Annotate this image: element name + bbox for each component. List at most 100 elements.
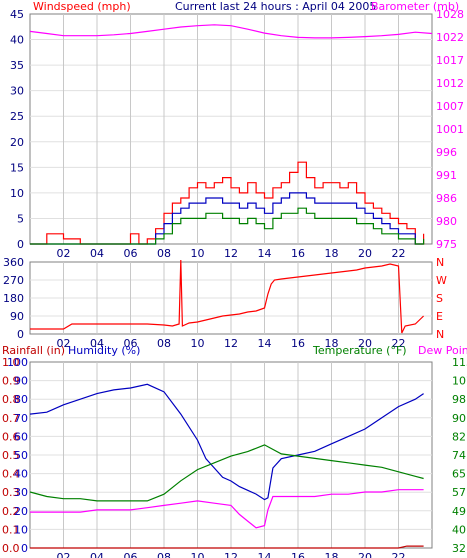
windspeed-line-0 (30, 161, 425, 245)
x-tick-label: 16 (291, 337, 305, 350)
humidity-tick-label: 50 (14, 449, 28, 462)
barometer-tick-label: 1001 (436, 123, 464, 136)
rainfall-tick-label: 1.0 (2, 356, 20, 369)
humidity-axis-label: Humidity (%) (68, 344, 140, 357)
x-tick-label: 04 (90, 337, 104, 350)
x-tick-label: 10 (191, 247, 205, 260)
x-tick-label: 14 (258, 337, 272, 350)
rainfall-tick-label: 0.5 (2, 449, 20, 462)
temperature-tick-label: 115 (452, 356, 467, 369)
barometer-tick-label: 975 (436, 238, 457, 251)
humidity-tick-label: 70 (14, 412, 28, 425)
x-tick-label: 20 (358, 247, 372, 260)
windspeed-tick-label: 0 (17, 238, 24, 251)
temperature-tick-label: 82 (452, 430, 466, 443)
compass-tick-label: S (436, 292, 443, 305)
x-tick-label: 06 (124, 337, 138, 350)
windspeed-tick-label: 25 (10, 110, 24, 123)
x-tick-label: 02 (57, 551, 71, 558)
windspeed-tick-label: 15 (10, 161, 24, 174)
wind-baro-plot: 02 04 06 08 10 12 14 16 18 20 22051015202530354045… (10, 8, 464, 260)
barometer-tick-label: 1017 (436, 54, 464, 67)
rainfall-tick-label: 0.2 (2, 505, 20, 518)
windspeed-tick-label: 30 (10, 85, 24, 98)
windspeed-tick-label: 10 (10, 187, 24, 200)
temperature-tick-label: 107 (452, 375, 467, 388)
rainfall-tick-label: 0.8 (2, 393, 20, 406)
x-tick-label: 22 (392, 247, 406, 260)
direction-tick-label: 180 (3, 292, 24, 305)
humidity-tick-label: 60 (14, 430, 28, 443)
temperature-tick-label: 32 (452, 542, 466, 555)
x-tick-label: 08 (157, 247, 171, 260)
windspeed-tick-label: 45 (10, 8, 24, 21)
windspeed-line-1 (30, 192, 424, 245)
x-tick-label: 20 (358, 551, 372, 558)
humidity-tick-label: 20 (14, 505, 28, 518)
rainfall-tick-label: 0.0 (2, 542, 20, 555)
direction-tick-label: 270 (3, 274, 24, 287)
x-tick-label: 12 (224, 247, 238, 260)
x-tick-label: 22 (392, 337, 406, 350)
x-tick-label: 18 (325, 551, 339, 558)
windspeed-axis-label: Windspeed (mph) (33, 0, 131, 13)
x-tick-label: 18 (325, 247, 339, 260)
windspeed-tick-label: 5 (17, 212, 24, 225)
compass-tick-label: N (436, 256, 444, 269)
temperature-tick-label: 90 (452, 412, 466, 425)
barometer-tick-label: 991 (436, 169, 457, 182)
barometer-tick-label: 986 (436, 192, 457, 205)
compass-tick-label: E (436, 310, 443, 323)
direction-tick-label: 360 (3, 256, 24, 269)
x-tick-label: 02 (57, 247, 71, 260)
rainfall-tick-label: 0.3 (2, 486, 20, 499)
barometer-axis-label: Barometer (mb) (371, 0, 459, 13)
temperature-tick-label: 98 (452, 393, 466, 406)
x-tick-label: 06 (124, 551, 138, 558)
x-tick-label: 04 (90, 247, 104, 260)
windspeed-tick-label: 35 (10, 59, 24, 72)
x-tick-label: 08 (157, 551, 171, 558)
x-tick-label: 04 (90, 551, 104, 558)
x-tick-label: 12 (224, 551, 238, 558)
windspeed-tick-label: 20 (10, 136, 24, 149)
temperature-axis-label: Temperature (°F) (312, 344, 407, 357)
direction-tick-label: 90 (10, 310, 24, 323)
rain-humidity-temp-plot: 02 04 06 08 10 12 14 16 18 20 22 0.0 0.1 0.2 0.3 0.4 0.5… (2, 356, 467, 558)
humidity-tick-label: 40 (14, 468, 28, 481)
temperature-tick-label: 57 (452, 486, 466, 499)
barometer-tick-label: 1012 (436, 77, 464, 90)
chart-title: Current last 24 hours : April 04 2005 (175, 0, 376, 13)
x-tick-label: 02 (57, 337, 71, 350)
barometer-tick-label: 980 (436, 215, 457, 228)
x-tick-label: 20 (358, 337, 372, 350)
rainfall-tick-label: 0.4 (2, 468, 20, 481)
rainfall-tick-label: 0.6 (2, 430, 20, 443)
x-tick-label: 06 (124, 247, 138, 260)
temperature-tick-label: 65 (452, 468, 466, 481)
direction-tick-label: 0 (17, 328, 24, 341)
x-tick-label: 22 (392, 551, 406, 558)
x-tick-label: 08 (157, 337, 171, 350)
rainfall-line (30, 545, 424, 549)
dewpoint-axis-label: Dew Point (418, 344, 467, 357)
windspeed-line-2 (30, 207, 425, 245)
x-tick-label: 10 (191, 551, 205, 558)
humidity-tick-label: 90 (14, 375, 28, 388)
wind-direction-line (30, 259, 425, 334)
rainfall-axis-label: Rainfall (in) (2, 344, 65, 357)
humidity-tick-label: 80 (14, 393, 28, 406)
compass-tick-label: N (436, 328, 444, 341)
barometer-tick-label: 1028 (436, 8, 464, 21)
humidity-tick-label: 30 (14, 486, 28, 499)
x-tick-label: 16 (291, 551, 305, 558)
temperature-tick-label: 74 (452, 449, 466, 462)
x-tick-label: 14 (258, 551, 272, 558)
humidity-tick-label: 10 (14, 523, 28, 536)
x-tick-label: 12 (224, 337, 238, 350)
humidity-tick-label: 100 (7, 356, 28, 369)
barometer-tick-label: 996 (436, 146, 457, 159)
rainfall-tick-label: 0.7 (2, 412, 20, 425)
